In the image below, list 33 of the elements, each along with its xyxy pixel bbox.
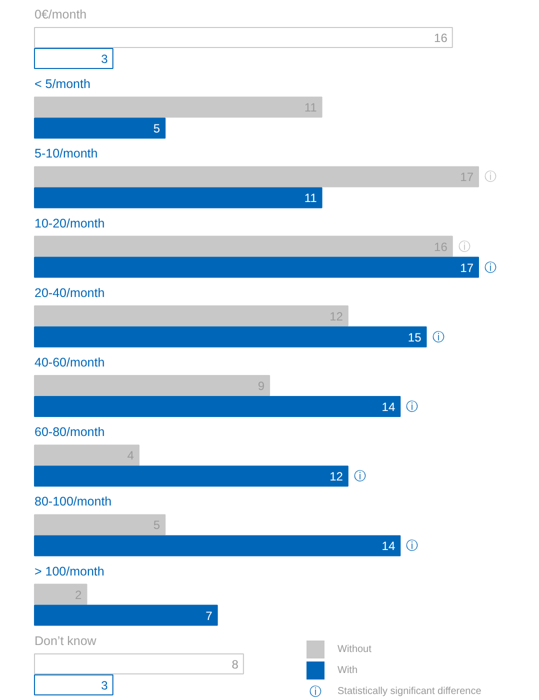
annotation: ⓘ — [484, 170, 496, 184]
y-tick-label: 0€/month — [34, 8, 87, 22]
text: ⓘ — [310, 684, 322, 698]
annotation: ⓘ — [406, 400, 418, 414]
data-label: 14 — [382, 400, 396, 414]
y-tick-label: 20-40/month — [34, 286, 105, 300]
legend-label: Without — [338, 644, 372, 655]
y-tick-label: Don’t know — [34, 634, 98, 648]
y-tick-label: < 5/month — [34, 77, 90, 92]
data-label: 3 — [101, 678, 108, 692]
y-tick-label: 10-20/month — [34, 216, 105, 230]
legend-label: With — [338, 665, 358, 676]
y-tick-label: > 100/month — [34, 564, 104, 578]
data-label: 15 — [408, 330, 422, 344]
data-label: 7 — [206, 608, 213, 623]
data-label: 17 — [460, 260, 474, 275]
annotation: ⓘ — [458, 239, 470, 254]
y-tick-label: 80-100/month — [34, 494, 112, 509]
annotation: ⓘ — [432, 330, 444, 344]
data-label: 5 — [153, 122, 160, 136]
data-label: 11 — [304, 191, 318, 206]
data-label: 3 — [101, 52, 108, 66]
annotation: ⓘ — [406, 538, 418, 553]
annotation: ⓘ — [354, 469, 366, 484]
data-label: 16 — [434, 31, 448, 45]
data-label: 12 — [330, 470, 344, 484]
y-tick-label: 40-60/month — [34, 356, 105, 370]
annotation: Statistically significant difference — [338, 686, 482, 697]
data-label: 8 — [232, 657, 239, 672]
data-label: 14 — [382, 539, 396, 554]
y-tick-label: 60-80/month — [34, 425, 105, 440]
y-tick-label: 5-10/month — [34, 146, 98, 161]
annotation: ⓘ — [484, 260, 496, 274]
